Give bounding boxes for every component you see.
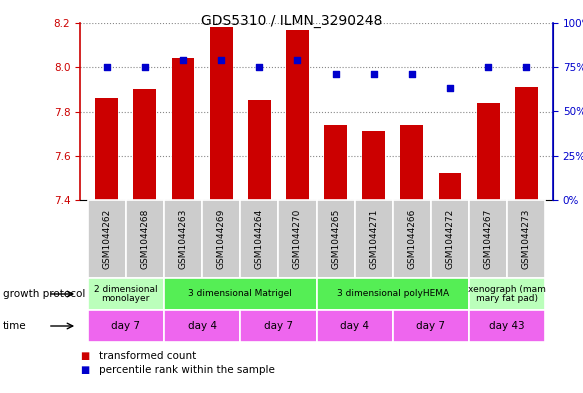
Bar [87,200,126,278]
Text: day 7: day 7 [111,321,141,331]
Point [445,85,455,92]
Text: GSM1044268: GSM1044268 [141,209,149,269]
Point [407,71,416,77]
Text: growth protocol: growth protocol [3,289,85,299]
Bar [240,200,278,278]
Bar [171,59,195,200]
Text: xenograph (mam
mary fat pad): xenograph (mam mary fat pad) [468,285,546,303]
Text: day 43: day 43 [489,321,525,331]
Text: transformed count: transformed count [99,351,196,361]
Bar [469,200,507,278]
Text: GSM1044273: GSM1044273 [522,209,531,269]
Bar [317,310,393,342]
Text: time: time [3,321,27,331]
Bar [317,278,469,310]
Bar [240,310,317,342]
Text: percentile rank within the sample: percentile rank within the sample [99,365,275,375]
Bar [278,200,317,278]
Bar [354,200,393,278]
Text: GSM1044266: GSM1044266 [408,209,416,269]
Bar [286,29,309,200]
Bar [507,200,545,278]
Text: GSM1044270: GSM1044270 [293,209,302,269]
Bar [248,101,271,200]
Bar [87,310,164,342]
Point [483,64,493,70]
Bar [164,278,317,310]
Bar [477,103,500,200]
Bar [95,98,118,200]
Text: GSM1044269: GSM1044269 [217,209,226,269]
Point [255,64,264,70]
Bar [469,310,545,342]
Text: day 7: day 7 [416,321,445,331]
Point [178,57,188,63]
Text: ■: ■ [80,351,89,361]
Bar [164,310,240,342]
Text: GSM1044272: GSM1044272 [445,209,455,269]
Text: GSM1044262: GSM1044262 [102,209,111,269]
Bar [126,200,164,278]
Text: 2 dimensional
monolayer: 2 dimensional monolayer [94,285,157,303]
Bar [210,28,233,200]
Bar [431,200,469,278]
Bar [401,125,423,200]
Bar [515,87,538,200]
Bar [164,200,202,278]
Bar [438,173,462,200]
Bar [393,200,431,278]
Bar [134,89,156,200]
Bar [202,200,240,278]
Text: 3 dimensional polyHEMA: 3 dimensional polyHEMA [337,290,449,299]
Bar [469,278,545,310]
Bar [324,125,347,200]
Bar [393,310,469,342]
Text: GDS5310 / ILMN_3290248: GDS5310 / ILMN_3290248 [201,14,382,28]
Bar [317,200,354,278]
Text: GSM1044267: GSM1044267 [484,209,493,269]
Point [293,57,302,63]
Bar [87,278,164,310]
Text: day 7: day 7 [264,321,293,331]
Text: GSM1044263: GSM1044263 [178,209,188,269]
Text: ■: ■ [80,365,89,375]
Text: GSM1044265: GSM1044265 [331,209,340,269]
Text: GSM1044264: GSM1044264 [255,209,264,269]
Text: 3 dimensional Matrigel: 3 dimensional Matrigel [188,290,292,299]
Text: GSM1044271: GSM1044271 [369,209,378,269]
Text: day 4: day 4 [188,321,216,331]
Point [140,64,149,70]
Point [216,57,226,63]
Point [102,64,111,70]
Text: day 4: day 4 [340,321,369,331]
Bar [362,131,385,200]
Point [369,71,378,77]
Point [331,71,340,77]
Point [522,64,531,70]
